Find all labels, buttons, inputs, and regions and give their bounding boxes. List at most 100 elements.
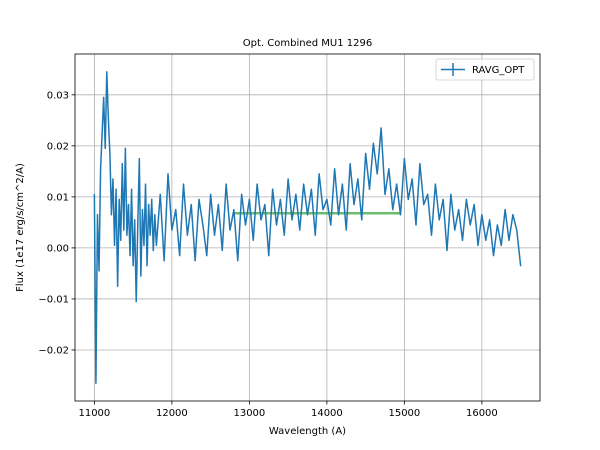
data-point <box>221 249 223 252</box>
data-point <box>146 265 148 267</box>
data-point <box>175 209 177 211</box>
data-point <box>465 198 467 201</box>
data-point <box>419 163 421 165</box>
data-point <box>151 198 153 201</box>
data-point <box>130 188 133 190</box>
y-tick-label: 0.02 <box>47 141 69 152</box>
data-point <box>310 188 312 190</box>
data-point <box>135 300 137 303</box>
data-point <box>137 224 139 226</box>
x-axis-label: Wavelength (A) <box>269 426 346 437</box>
data-point <box>141 209 144 211</box>
data-point <box>411 178 413 180</box>
data-point <box>190 203 192 206</box>
data-point <box>115 188 117 190</box>
data-point <box>237 260 239 262</box>
data-point <box>101 132 103 134</box>
legend-label-ravg-opt: RAVG_OPT <box>472 65 525 76</box>
data-point <box>341 183 343 185</box>
series-layer <box>93 71 522 384</box>
data-point <box>132 265 134 267</box>
data-point <box>110 214 113 216</box>
y-tick-label: 0.00 <box>47 243 69 254</box>
data-point <box>384 193 386 195</box>
data-point <box>159 193 161 195</box>
data-point <box>241 193 243 195</box>
data-point <box>149 234 151 236</box>
data-point <box>485 239 487 241</box>
data-point <box>430 234 433 236</box>
data-point <box>489 219 491 221</box>
data-point <box>512 214 514 216</box>
data-point <box>477 244 479 246</box>
data-point <box>96 214 99 216</box>
data-point <box>171 229 173 231</box>
data-point <box>126 234 128 236</box>
data-point <box>118 198 120 201</box>
data-point <box>415 224 417 226</box>
data-point <box>438 219 440 221</box>
plot-area <box>74 53 541 402</box>
data-point <box>392 209 394 211</box>
data-point <box>127 203 130 206</box>
legend: RAVG_OPT <box>435 58 535 81</box>
data-point <box>256 183 258 185</box>
data-point <box>306 214 309 216</box>
y-tick-label: 0.03 <box>47 90 69 101</box>
data-point <box>268 254 270 257</box>
data-point <box>396 183 398 185</box>
data-point <box>508 239 510 241</box>
data-point <box>450 193 452 195</box>
data-point <box>213 234 216 236</box>
data-point <box>106 71 108 73</box>
y-axis: −0.02 −0.01 0.00 0.01 0.02 0.03 <box>38 90 75 356</box>
data-point <box>107 117 109 119</box>
data-point <box>318 173 320 175</box>
data-point <box>264 203 266 206</box>
data-point <box>206 254 208 257</box>
x-tick-label: 14000 <box>311 408 343 419</box>
data-point <box>407 198 409 201</box>
data-point <box>368 188 371 190</box>
data-point <box>469 224 471 226</box>
data-point <box>123 229 125 231</box>
data-point <box>229 229 231 231</box>
data-point <box>516 229 518 231</box>
data-point <box>182 183 185 185</box>
x-tick-label: 11000 <box>78 408 110 419</box>
data-point <box>117 285 119 287</box>
data-point <box>225 183 227 185</box>
x-tick-label: 15000 <box>388 408 420 419</box>
data-point <box>287 178 289 180</box>
data-point <box>454 229 456 231</box>
data-point <box>121 163 123 165</box>
data-point <box>345 229 347 231</box>
data-point <box>442 198 444 201</box>
data-point <box>217 203 219 206</box>
data-point <box>461 239 464 241</box>
data-point <box>295 193 297 195</box>
data-point <box>260 219 262 221</box>
data-point <box>458 209 460 211</box>
data-point <box>144 183 147 185</box>
x-axis: 11000 12000 13000 14000 15000 16000 <box>78 401 498 419</box>
data-point <box>481 214 483 216</box>
data-point <box>103 96 105 98</box>
data-point <box>446 249 448 252</box>
data-point <box>179 254 181 257</box>
data-point <box>233 209 235 211</box>
data-point <box>134 219 136 221</box>
data-point <box>129 254 131 257</box>
data-point <box>291 219 293 221</box>
data-point <box>520 265 522 267</box>
data-point <box>112 178 114 180</box>
data-point <box>330 224 332 226</box>
data-point <box>120 239 122 241</box>
data-point <box>314 234 316 236</box>
data-point <box>357 178 359 180</box>
data-point <box>283 234 285 236</box>
data-point <box>376 173 378 175</box>
data-point <box>98 270 100 272</box>
data-point <box>496 224 498 226</box>
data-point <box>163 260 165 262</box>
